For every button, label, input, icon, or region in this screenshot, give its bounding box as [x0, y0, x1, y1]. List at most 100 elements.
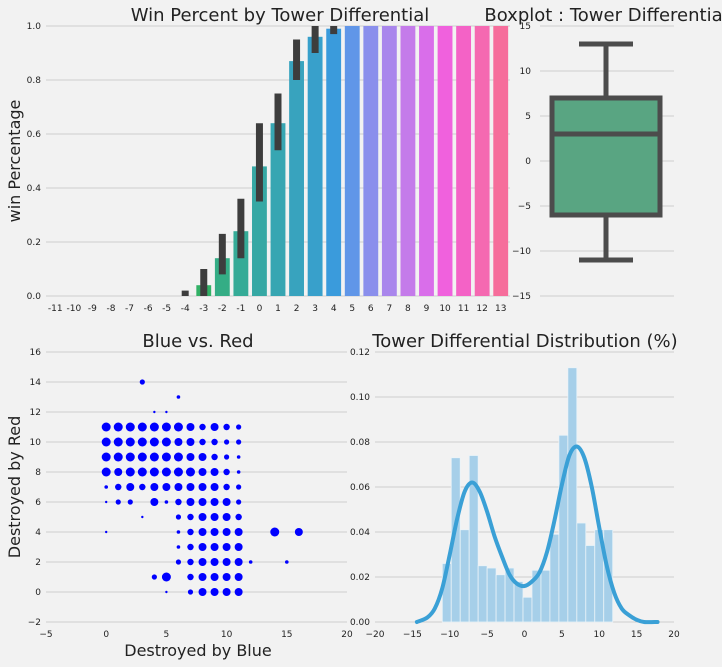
win-bar-y-tick-label: 1.0 — [27, 22, 42, 32]
win-bar-bar — [381, 26, 397, 296]
dist-x-tick-label: 0 — [522, 630, 528, 640]
scatter-point — [162, 483, 171, 491]
win-bar-bar — [474, 26, 490, 296]
win-bar-x-tick-label: 5 — [349, 304, 355, 314]
dist-x-tick-label: 15 — [631, 630, 642, 640]
boxplot-y-tick-label: 0 — [525, 157, 531, 167]
scatter-y-tick-label: −2 — [28, 618, 41, 628]
scatter-point — [187, 513, 194, 521]
scatter-point — [105, 530, 108, 534]
win-bar-bar — [456, 26, 472, 296]
win-bar-y-ticks: 0.0 0.2 0.4 0.6 0.8 1.0 — [27, 22, 42, 302]
win-bar-x-tick-label: -9 — [88, 304, 97, 314]
win-bar-bar — [307, 36, 323, 297]
win-bar-x-tick-label: 4 — [331, 304, 337, 314]
scatter-point — [224, 439, 230, 445]
scatter-point — [173, 467, 183, 477]
scatter-point — [223, 423, 230, 431]
scatter-point — [198, 543, 207, 551]
scatter-point — [125, 452, 135, 462]
dist-x-tick-label: −20 — [366, 630, 385, 640]
win-bar-x-ticks: -11 -10 -9 -8 -7 -6 -5 -4 -3 -2 -1 0 1 2 3 4 5 6 7 8 9 10 11 12… — [48, 304, 507, 314]
scatter-point — [210, 498, 219, 506]
scatter-point — [187, 528, 194, 536]
scatter-x-tick-label: 15 — [281, 630, 292, 640]
scatter-point — [161, 452, 171, 462]
scatter-point — [236, 499, 242, 505]
scatter-point — [164, 500, 169, 504]
scatter-point — [174, 483, 183, 491]
scatter-point — [161, 572, 171, 582]
scatter-y-tick-label: 10 — [30, 438, 42, 448]
scatter-point — [137, 467, 147, 477]
scatter-y-tick-label: 4 — [35, 528, 41, 538]
boxplot-y-tick-label: 10 — [520, 67, 532, 77]
win-bar-x-tick-label: -2 — [218, 304, 227, 314]
scatter-point — [210, 483, 219, 491]
scatter-y-tick-label: 16 — [30, 348, 42, 358]
scatter-point — [176, 530, 181, 534]
dist-histogram-bar — [540, 569, 551, 623]
scatter-point — [222, 573, 231, 581]
scatter-point — [101, 437, 111, 447]
scatter-point — [113, 452, 123, 462]
scatter-x-tick-label: 0 — [103, 630, 109, 640]
scatter-x-ticks: −5 0 5 10 15 20 — [39, 630, 353, 640]
scatter-point — [222, 543, 231, 551]
win-bar-y-tick-label: 0.8 — [27, 76, 42, 86]
scatter-point — [176, 545, 181, 549]
win-bar-bar — [252, 166, 267, 296]
dist-histogram-bar — [567, 367, 578, 623]
boxplot-y-tick-label: 15 — [520, 22, 531, 32]
scatter-point — [199, 438, 206, 446]
scatter-point — [186, 498, 195, 506]
scatter-point — [270, 527, 280, 537]
win-bar-bar — [437, 26, 453, 296]
dist-x-tick-label: −10 — [440, 630, 459, 640]
scatter-point — [161, 422, 171, 432]
scatter-y-ticks: −2 0 2 4 6 8 10 12 14 16 — [28, 348, 42, 628]
scatter-point — [187, 558, 194, 566]
win-bar-x-tick-label: 11 — [458, 304, 469, 314]
win-bar-title: Win Percent by Tower Differential — [131, 5, 430, 26]
win-bar-y-tick-label: 0.6 — [27, 130, 42, 140]
scatter-point — [187, 543, 194, 551]
scatter-y-tick-label: 0 — [35, 588, 41, 598]
dist-y-ticks: 0.00 0.02 0.04 0.06 0.08 0.10 0.12 — [350, 348, 370, 628]
scatter-y-tick-label: 6 — [35, 498, 41, 508]
scatter-point — [222, 498, 231, 506]
scatter-point — [185, 467, 195, 477]
scatter-point — [210, 468, 219, 476]
scatter-point — [115, 499, 121, 505]
win-bar-chart: -11 -10 -9 -8 -7 -6 -5 -4 -3 -2 -1 0 1 2 3 4 5 6 7 8 9 10 11 12… — [5, 5, 510, 314]
win-bar-x-tick-label: 9 — [424, 304, 430, 314]
win-bar-x-tick-label: 2 — [294, 304, 300, 314]
scatter-point — [175, 514, 182, 520]
scatter-point — [139, 483, 146, 491]
win-bar-x-tick-label: 10 — [439, 304, 451, 314]
scatter-y-tick-label: 8 — [35, 468, 41, 478]
dist-histogram-bar — [585, 545, 596, 623]
win-bar-x-tick-label: -7 — [125, 304, 134, 314]
scatter-point — [211, 453, 218, 461]
scatter-point — [248, 560, 253, 564]
boxplot-y-tick-label: 5 — [525, 112, 531, 122]
dist-histogram-bar — [576, 522, 587, 623]
scatter-point — [153, 410, 156, 414]
scatter-point — [139, 379, 145, 385]
win-bar-bar — [214, 258, 230, 296]
scatter-point — [137, 422, 147, 432]
scatter-point — [210, 423, 219, 431]
scatter-y-tick-label: 2 — [35, 558, 41, 568]
scatter-point — [126, 483, 135, 491]
win-bar-y-tick-label: 0.2 — [27, 238, 41, 248]
dist-histogram-bar — [549, 533, 560, 623]
scatter-point — [161, 467, 171, 477]
scatter-point — [199, 423, 206, 431]
win-bar-errorbars — [181, 26, 338, 296]
scatter-point — [234, 543, 243, 551]
scatter-point — [224, 454, 230, 460]
win-bar-bar — [400, 26, 416, 296]
scatter-point — [174, 438, 183, 446]
